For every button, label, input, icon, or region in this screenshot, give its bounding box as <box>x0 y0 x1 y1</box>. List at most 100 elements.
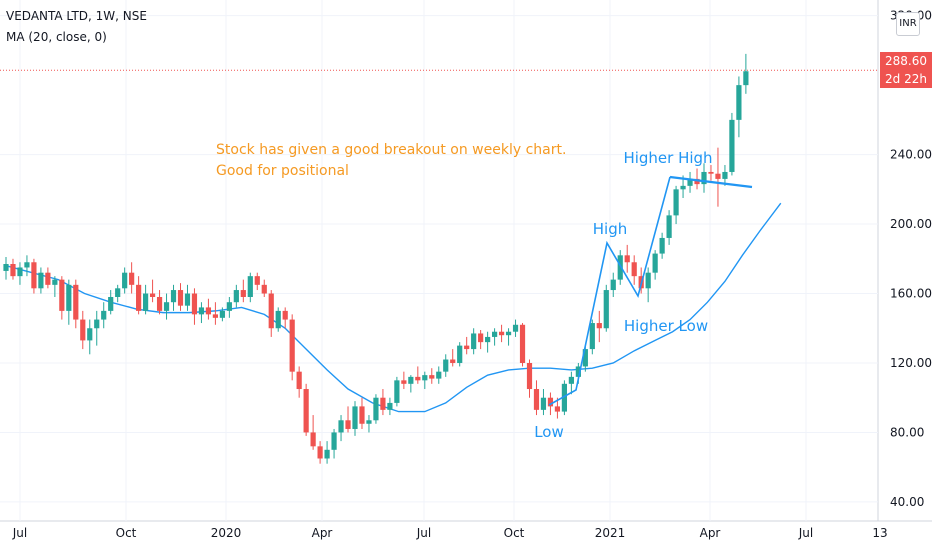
candle-body <box>408 376 414 384</box>
candle-body <box>533 389 540 410</box>
candle-body <box>652 253 658 273</box>
candle-body <box>233 290 239 303</box>
candle-body <box>163 302 170 311</box>
candle-body <box>394 380 400 403</box>
candle-body <box>603 290 609 329</box>
candle-body <box>87 328 93 341</box>
time-tick-label: 2021 <box>595 526 626 540</box>
price-tick-label: 120.00 <box>890 356 932 370</box>
candle-body <box>680 185 686 190</box>
chart-legend: VEDANTA LTD, 1W, NSE MA (20, close, 0) <box>6 6 147 48</box>
candle-body <box>554 406 561 412</box>
candle-body <box>345 420 351 429</box>
candle-body <box>191 293 198 315</box>
candle-body <box>387 402 393 410</box>
time-tick-label: Oct <box>504 526 525 540</box>
candle-body <box>366 420 372 424</box>
candle-body <box>156 296 163 311</box>
time-tick-label: Jul <box>798 526 813 540</box>
currency-badge[interactable]: INR <box>896 12 920 36</box>
analysis-note-line-2: Good for positional <box>216 163 349 179</box>
candle-body <box>17 267 23 277</box>
candle-body <box>261 284 267 294</box>
symbol-title[interactable]: VEDANTA LTD, 1W, NSE <box>6 9 147 23</box>
candle-body <box>617 255 623 280</box>
candle-body <box>80 319 86 341</box>
candle-body <box>3 263 9 271</box>
candle-body <box>66 284 72 311</box>
candle-body <box>568 376 574 384</box>
pattern-label: Higher High <box>623 149 712 167</box>
candle-body <box>59 279 65 311</box>
candle-body <box>296 371 302 390</box>
price-tick-label: 200.00 <box>890 217 932 231</box>
candle-body <box>149 293 156 297</box>
candle-body <box>310 432 316 447</box>
candle-body <box>331 432 337 450</box>
pattern-label: Low <box>534 423 564 441</box>
candle-body <box>247 276 253 297</box>
candle-body <box>526 362 533 390</box>
candle-body <box>177 290 184 306</box>
candle-body <box>115 288 121 297</box>
candle-body <box>610 279 616 291</box>
candle-body <box>401 380 407 384</box>
candle-body <box>659 237 665 254</box>
candle-body <box>666 215 672 238</box>
candle-body <box>129 272 135 285</box>
candle-body <box>498 331 505 336</box>
candle-body <box>645 272 651 289</box>
candle-body <box>31 262 37 289</box>
candle-body <box>519 324 526 363</box>
candle-body <box>10 263 16 277</box>
time-tick-label: 2020 <box>211 526 242 540</box>
price-tick-label: 160.00 <box>890 287 932 301</box>
analysis-note-line-1: Stock has given a good breakout on weekl… <box>216 142 567 158</box>
candle-body <box>240 290 246 297</box>
candle-body <box>317 446 323 459</box>
candle-body <box>38 272 44 289</box>
candle-body <box>324 449 330 459</box>
time-tick-label: 13 <box>872 526 887 540</box>
candle-body <box>108 296 114 311</box>
candle-body <box>24 262 30 268</box>
candle-body <box>198 307 205 315</box>
pattern-label: High <box>593 220 627 238</box>
price-tick-label: 40.00 <box>890 495 924 509</box>
candle-body <box>45 272 51 285</box>
candle-body <box>561 383 567 412</box>
candle-body <box>736 85 742 120</box>
candle-body <box>687 178 693 186</box>
breakout-trend-line <box>669 175 753 189</box>
candle-body <box>73 284 79 320</box>
candle-body <box>708 171 714 174</box>
candle-body <box>94 319 100 329</box>
candle-body <box>464 345 470 350</box>
candle-body <box>478 333 484 343</box>
candle-body <box>205 307 212 315</box>
candle-body <box>136 284 142 311</box>
candle-body <box>289 319 295 372</box>
candle-body <box>701 171 707 185</box>
candle-body <box>471 333 477 350</box>
bar-countdown-label: 2d 22h <box>885 72 927 86</box>
candle-body <box>303 389 309 433</box>
time-tick-label: Oct <box>116 526 137 540</box>
candle-body <box>282 310 288 320</box>
indicator-legend[interactable]: MA (20, close, 0) <box>6 30 107 44</box>
price-tick-label: 80.00 <box>890 425 924 439</box>
candle-body <box>547 397 554 407</box>
candle-body <box>122 272 128 289</box>
moving-average-line <box>5 202 782 413</box>
candle-body <box>429 375 435 379</box>
candle-body <box>443 359 449 372</box>
candle-body <box>450 359 456 363</box>
candle-body <box>268 293 274 329</box>
candle-body <box>485 336 491 343</box>
candle-body <box>743 71 749 86</box>
candle-body <box>101 310 107 320</box>
candle-body <box>254 276 260 285</box>
candle-body <box>582 349 588 367</box>
